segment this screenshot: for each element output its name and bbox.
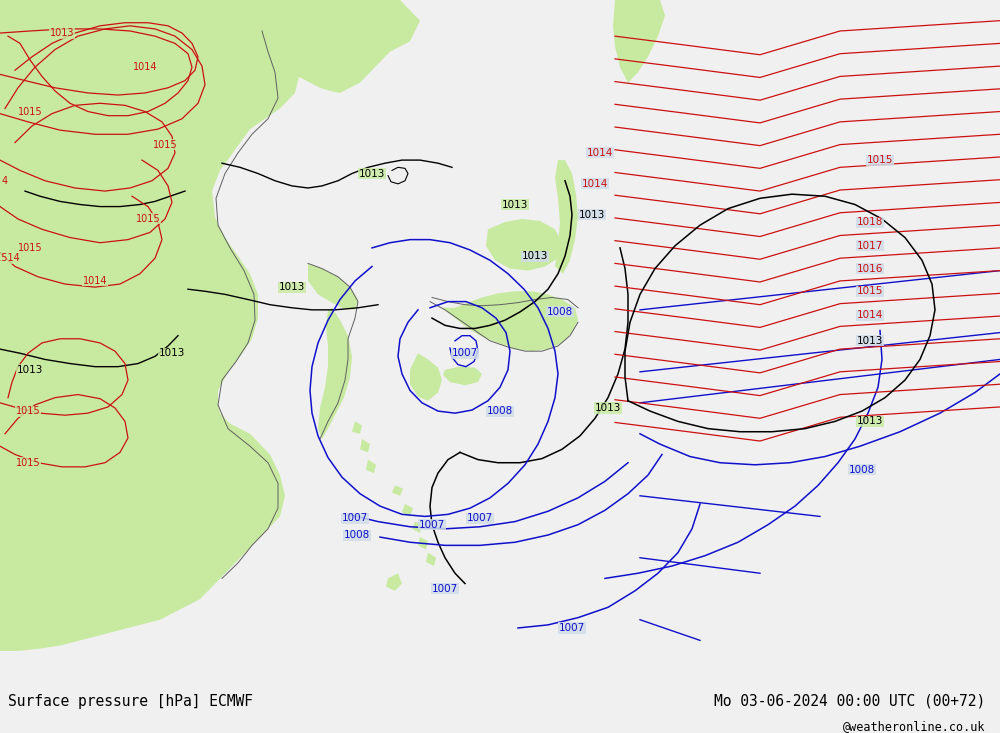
Text: 01514: 01514 <box>0 253 20 263</box>
Text: 1013: 1013 <box>359 169 385 179</box>
Text: 1007: 1007 <box>432 583 458 594</box>
Text: 1015: 1015 <box>857 287 883 296</box>
Polygon shape <box>0 0 300 682</box>
Polygon shape <box>366 460 376 473</box>
Polygon shape <box>410 353 442 401</box>
Text: 4: 4 <box>2 176 8 185</box>
Polygon shape <box>555 160 578 273</box>
Text: 1013: 1013 <box>857 336 883 346</box>
Text: 1013: 1013 <box>857 416 883 427</box>
Text: 1017: 1017 <box>857 241 883 251</box>
Text: 1013: 1013 <box>50 28 74 38</box>
Polygon shape <box>318 308 352 439</box>
Text: 1015: 1015 <box>18 243 42 253</box>
Text: 1007: 1007 <box>342 514 368 523</box>
Text: 1014: 1014 <box>582 179 608 189</box>
Text: 1014: 1014 <box>83 276 107 286</box>
Text: 1007: 1007 <box>452 348 478 358</box>
Text: 1007: 1007 <box>419 520 445 530</box>
Text: 1015: 1015 <box>16 457 40 468</box>
Text: 1015: 1015 <box>153 139 177 150</box>
Text: 1008: 1008 <box>547 307 573 317</box>
Text: 1014: 1014 <box>857 310 883 320</box>
Polygon shape <box>386 573 402 591</box>
Text: 1014: 1014 <box>587 148 613 158</box>
Text: 1007: 1007 <box>559 623 585 633</box>
Text: 1013: 1013 <box>522 251 548 261</box>
Text: @weatheronline.co.uk: @weatheronline.co.uk <box>842 721 985 733</box>
Text: 1015: 1015 <box>18 106 42 117</box>
Text: 1015: 1015 <box>136 214 160 224</box>
Polygon shape <box>360 439 370 452</box>
Text: 1007: 1007 <box>467 514 493 523</box>
Polygon shape <box>308 263 358 310</box>
Polygon shape <box>352 421 362 434</box>
Text: 1013: 1013 <box>17 365 43 375</box>
Text: 1013: 1013 <box>159 348 185 358</box>
Polygon shape <box>613 0 665 83</box>
Text: 1008: 1008 <box>344 530 370 540</box>
Polygon shape <box>402 504 413 517</box>
Text: 1015: 1015 <box>867 155 893 165</box>
Text: 1013: 1013 <box>522 251 548 261</box>
Text: 1008: 1008 <box>487 406 513 416</box>
Polygon shape <box>426 553 436 566</box>
Polygon shape <box>412 522 422 533</box>
Polygon shape <box>418 537 428 550</box>
Text: Mo 03-06-2024 00:00 UTC (00+72): Mo 03-06-2024 00:00 UTC (00+72) <box>714 693 985 709</box>
Text: 1013: 1013 <box>579 210 605 220</box>
Text: 1013: 1013 <box>595 403 621 413</box>
Text: 1016: 1016 <box>857 264 883 273</box>
Polygon shape <box>443 366 482 386</box>
Text: 1018: 1018 <box>857 217 883 227</box>
Polygon shape <box>430 291 578 351</box>
Text: Surface pressure [hPa] ECMWF: Surface pressure [hPa] ECMWF <box>8 693 253 709</box>
Text: 1015: 1015 <box>16 406 40 416</box>
Text: 1013: 1013 <box>502 199 528 210</box>
Text: 1008: 1008 <box>849 465 875 475</box>
Polygon shape <box>0 0 290 682</box>
Polygon shape <box>505 243 510 248</box>
Polygon shape <box>486 219 562 270</box>
Text: 1013: 1013 <box>279 282 305 292</box>
Text: 1014: 1014 <box>133 62 157 72</box>
Polygon shape <box>392 485 403 496</box>
Polygon shape <box>0 0 420 93</box>
